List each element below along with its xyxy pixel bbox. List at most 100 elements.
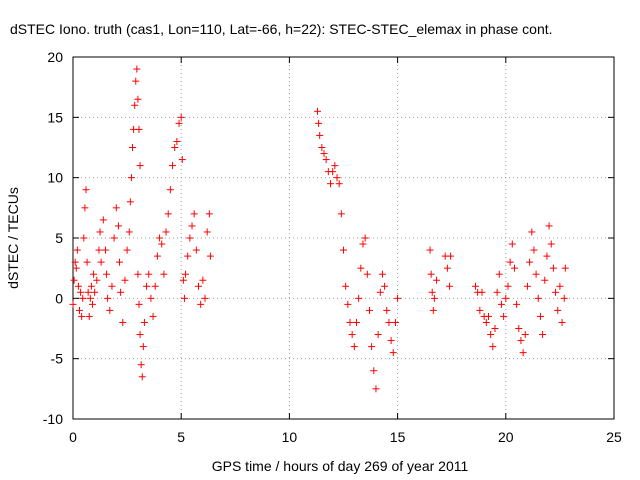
grid-layer <box>73 57 614 419</box>
data-point <box>164 210 172 218</box>
x-tick-label: 20 <box>498 429 514 445</box>
data-point <box>121 276 129 284</box>
data-point <box>368 343 376 351</box>
data-point <box>74 282 82 290</box>
data-point <box>134 270 142 278</box>
data-point <box>561 264 569 272</box>
data-point <box>370 367 378 375</box>
data-point <box>117 288 125 296</box>
data-point <box>203 228 211 236</box>
data-point <box>482 318 490 326</box>
data-point <box>506 258 514 266</box>
data-point <box>504 282 512 290</box>
data-point <box>363 270 371 278</box>
data-point <box>197 300 205 308</box>
data-point <box>554 306 562 314</box>
data-point <box>355 294 363 302</box>
data-point <box>70 276 78 284</box>
data-point <box>97 258 105 266</box>
data-point <box>350 343 358 351</box>
data-point <box>95 246 103 254</box>
data-point <box>75 306 83 314</box>
data-point <box>532 270 540 278</box>
data-point <box>108 282 116 290</box>
data-point <box>143 282 151 290</box>
data-point <box>394 294 402 302</box>
data-point <box>135 300 143 308</box>
data-point <box>72 264 80 272</box>
data-point <box>534 294 542 302</box>
data-point <box>429 306 437 314</box>
data-point <box>206 252 214 260</box>
data-point <box>106 306 114 314</box>
chart-title: dSTEC Iono. truth (cas1, Lon=110, Lat=-6… <box>10 21 553 37</box>
data-point <box>381 282 389 290</box>
data-point <box>372 385 380 393</box>
data-point <box>87 282 95 290</box>
data-point <box>340 246 347 254</box>
data-point <box>190 210 198 218</box>
data-point <box>335 180 343 188</box>
x-tick-label: 10 <box>282 429 298 445</box>
data-point <box>199 276 207 284</box>
data-point <box>175 119 183 127</box>
data-point <box>500 312 508 320</box>
data-point <box>536 312 544 320</box>
data-point <box>169 162 177 170</box>
data-point <box>69 300 77 308</box>
data-point <box>171 144 179 151</box>
data-point <box>147 294 155 302</box>
data-point <box>126 198 134 206</box>
data-point <box>162 228 170 236</box>
axes-layer: 0 5 10 15 20 25 -10 -5 0 5 10 15 20 <box>43 49 622 445</box>
data-point <box>180 294 188 302</box>
data-point <box>158 240 166 248</box>
data-point <box>497 300 505 308</box>
data-point <box>314 107 322 115</box>
data-point <box>316 131 324 139</box>
data-point <box>78 312 86 320</box>
data-point <box>549 264 557 272</box>
y-tick-label: 0 <box>55 290 63 306</box>
data-point <box>133 65 141 73</box>
data-point <box>91 288 99 296</box>
data-point <box>523 282 531 290</box>
data-point <box>160 270 168 278</box>
x-tick-label: 5 <box>177 429 185 445</box>
data-point <box>195 282 203 290</box>
data-point <box>547 240 555 248</box>
data-point <box>543 252 551 260</box>
data-point <box>123 246 131 254</box>
data-point <box>526 258 534 266</box>
data-point <box>77 288 85 296</box>
data-point <box>119 318 127 326</box>
data-point <box>374 331 382 339</box>
data-point <box>80 234 88 242</box>
data-point <box>556 282 564 290</box>
data-point <box>541 276 549 284</box>
data-point <box>114 222 122 230</box>
data-point <box>476 306 484 314</box>
data-point <box>116 258 124 266</box>
data-point <box>558 318 566 326</box>
data-point <box>149 312 157 320</box>
data-point <box>138 373 146 381</box>
data-point <box>560 294 568 302</box>
data-point <box>104 294 112 302</box>
data-point <box>348 331 356 339</box>
data-point <box>90 270 98 278</box>
data-point <box>428 288 436 296</box>
data-point <box>383 306 391 314</box>
data-point <box>521 331 529 339</box>
data-point <box>96 228 104 236</box>
y-tick-label: 20 <box>47 49 63 65</box>
data-point <box>73 246 81 254</box>
data-point <box>83 258 91 266</box>
y-tick-label: 10 <box>47 170 63 186</box>
data-point <box>82 186 90 194</box>
y-tick-label: -10 <box>43 411 63 427</box>
data-point <box>173 137 181 145</box>
data-point <box>491 325 499 332</box>
x-tick-label: 25 <box>606 429 622 445</box>
